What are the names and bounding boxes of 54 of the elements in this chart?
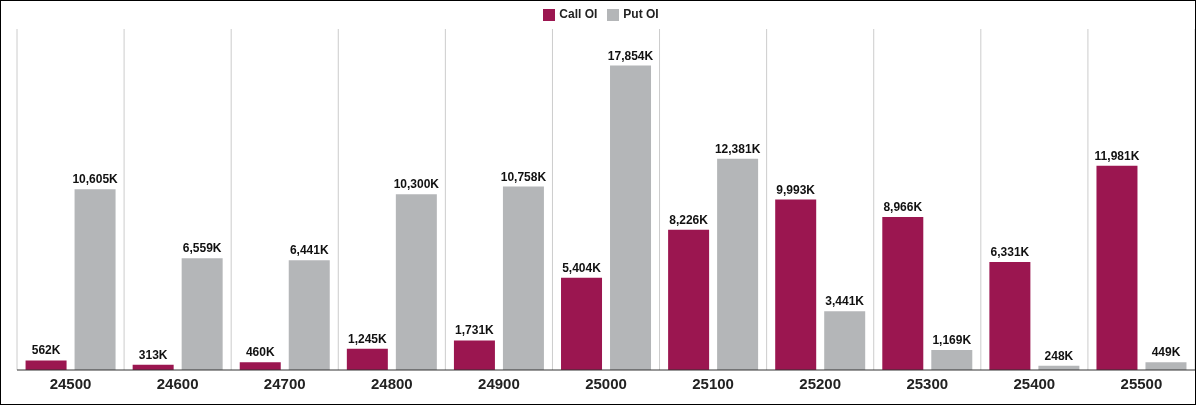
data-label: 449K	[1151, 345, 1181, 360]
x-tick-label: 24600	[156, 374, 199, 392]
bar	[346, 348, 388, 370]
data-label: 10,300K	[393, 177, 440, 192]
data-label: 1,245K	[347, 331, 388, 346]
x-tick-label: 25000	[585, 374, 627, 392]
bar	[1145, 362, 1187, 370]
x-tick-label: 25100	[692, 374, 734, 392]
bar	[74, 189, 116, 370]
data-label: 1,169K	[932, 333, 972, 348]
data-label: 17,854K	[607, 48, 654, 63]
data-label: 10,605K	[72, 172, 119, 187]
x-tick-label: 25200	[799, 374, 842, 392]
data-label: 562K	[31, 343, 61, 358]
data-label: 460K	[245, 345, 275, 360]
x-tick-label: 24700	[263, 374, 306, 392]
x-tick-label: 24500	[49, 374, 92, 392]
x-tick-label: 25400	[1013, 374, 1056, 392]
bar	[1096, 165, 1138, 370]
bar	[181, 258, 223, 370]
data-label: 6,559K	[182, 241, 222, 256]
bar	[395, 194, 437, 370]
bar	[502, 186, 544, 370]
data-label: 1,731K	[455, 323, 495, 338]
legend-label: Put OI	[623, 7, 659, 21]
data-label: 313K	[138, 347, 168, 362]
bar	[882, 217, 924, 370]
bar	[668, 229, 710, 370]
bar	[610, 65, 652, 370]
bar	[288, 260, 330, 370]
bar	[931, 350, 973, 370]
data-label: 9,993K	[776, 182, 816, 197]
bar	[775, 199, 817, 370]
data-label: 10,758K	[500, 169, 547, 184]
x-tick-label: 24900	[478, 374, 520, 392]
data-label: 12,381K	[714, 141, 761, 156]
bar	[453, 340, 495, 370]
bar	[561, 277, 603, 370]
bar	[25, 360, 67, 370]
data-label: 8,966K	[883, 200, 923, 215]
x-tick-label: 25500	[1120, 374, 1163, 392]
x-tick-label: 24800	[370, 374, 413, 392]
data-label: 8,226K	[669, 212, 709, 227]
data-label: 11,981K	[1094, 148, 1140, 163]
data-label: 3,441K	[825, 294, 865, 309]
data-label: 248K	[1044, 348, 1074, 363]
bar	[717, 158, 759, 370]
legend-label: Call OI	[559, 7, 598, 21]
bar	[824, 311, 866, 370]
data-label: 6,331K	[990, 245, 1030, 260]
x-tick-label: 25300	[906, 374, 949, 392]
data-label: 5,404K	[562, 260, 602, 275]
data-label: 6,441K	[289, 243, 329, 258]
bar	[989, 262, 1031, 370]
